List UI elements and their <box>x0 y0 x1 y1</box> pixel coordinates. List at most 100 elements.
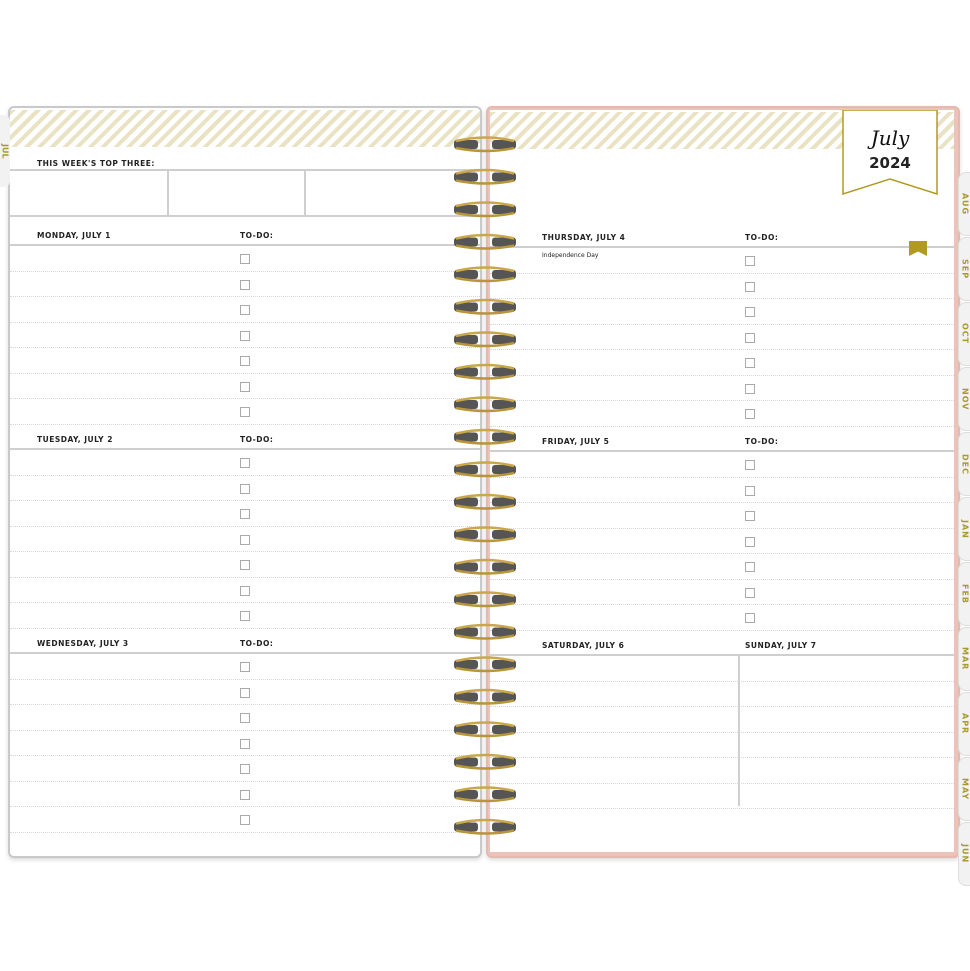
line-row[interactable] <box>490 325 954 350</box>
line-row[interactable] <box>490 605 954 631</box>
todo-checkbox[interactable] <box>745 511 755 521</box>
line-row[interactable] <box>10 450 480 476</box>
line-row[interactable] <box>490 452 954 478</box>
spiral-ring <box>454 331 516 348</box>
line-row[interactable] <box>490 733 954 758</box>
spiral-ring <box>454 753 516 770</box>
line-row[interactable] <box>490 503 954 529</box>
line-row[interactable] <box>10 297 480 323</box>
line-row[interactable] <box>10 705 480 731</box>
todo-checkbox[interactable] <box>240 815 250 825</box>
todo-checkbox[interactable] <box>240 789 250 800</box>
spiral-ring <box>454 623 516 640</box>
todo-checkbox[interactable] <box>240 687 250 698</box>
line-row[interactable] <box>10 807 480 833</box>
line-row[interactable] <box>490 401 954 427</box>
todo-checkbox[interactable] <box>745 536 755 547</box>
todo-checkbox[interactable] <box>745 358 755 368</box>
line-row[interactable] <box>490 554 954 580</box>
todo-checkbox[interactable] <box>240 764 250 774</box>
todo-checkbox[interactable] <box>240 509 250 519</box>
line-row[interactable] <box>490 529 954 554</box>
line-row[interactable] <box>490 580 954 605</box>
line-row[interactable] <box>10 246 480 272</box>
spiral-ring <box>454 233 516 250</box>
todo-checkbox[interactable] <box>745 460 755 470</box>
line-row[interactable] <box>10 476 480 501</box>
todo-checkbox[interactable] <box>745 613 755 623</box>
todo-checkbox[interactable] <box>745 485 755 496</box>
todo-checkbox[interactable] <box>240 611 250 621</box>
tab-jan[interactable]: JAN <box>958 497 970 561</box>
line-row[interactable] <box>490 350 954 376</box>
todo-checkbox[interactable] <box>240 662 250 672</box>
tab-jun[interactable]: JUN <box>958 822 970 886</box>
line-row[interactable] <box>10 348 480 374</box>
todo-checkbox[interactable] <box>240 534 250 545</box>
spiral-ring <box>454 591 516 608</box>
todo-checkbox[interactable] <box>745 307 755 317</box>
line-row[interactable] <box>490 758 954 784</box>
line-row[interactable] <box>490 682 954 707</box>
tab-label: AUG <box>960 192 970 215</box>
divider <box>10 169 480 171</box>
line-row[interactable] <box>10 680 480 705</box>
todo-checkbox[interactable] <box>745 587 755 598</box>
line-row[interactable] <box>490 274 954 299</box>
spiral-ring <box>454 363 516 380</box>
line-row[interactable] <box>10 654 480 680</box>
tab-dec[interactable]: DEC <box>958 432 970 496</box>
line-row[interactable] <box>10 272 480 297</box>
tab-may[interactable]: MAY <box>958 757 970 821</box>
line-row[interactable] <box>490 784 954 809</box>
todo-checkbox[interactable] <box>745 281 755 292</box>
line-row[interactable] <box>10 501 480 527</box>
todo-checkbox[interactable] <box>240 738 250 749</box>
spiral-ring <box>454 786 516 803</box>
line-row[interactable] <box>10 782 480 807</box>
todo-checkbox[interactable] <box>240 713 250 723</box>
todo-checkbox[interactable] <box>745 256 755 266</box>
day-label: SUNDAY, JULY 7 <box>745 641 817 650</box>
todo-checkbox[interactable] <box>240 458 250 468</box>
tab-sep[interactable]: SEP <box>958 237 970 301</box>
bookmark-icon <box>909 241 927 256</box>
line-row[interactable] <box>10 374 480 399</box>
tab-aug[interactable]: AUG <box>958 172 970 236</box>
todo-checkbox[interactable] <box>745 332 755 343</box>
line-row[interactable] <box>10 578 480 603</box>
divider <box>10 244 480 246</box>
todo-checkbox[interactable] <box>240 279 250 290</box>
tab-nov[interactable]: NOV <box>958 367 970 431</box>
tab-jul[interactable]: JUL <box>0 115 10 187</box>
todo-checkbox[interactable] <box>240 560 250 570</box>
todo-checkbox[interactable] <box>745 383 755 394</box>
todo-checkbox[interactable] <box>240 585 250 596</box>
line-row[interactable] <box>10 731 480 756</box>
line-row[interactable] <box>10 603 480 629</box>
line-row[interactable] <box>10 323 480 348</box>
line-row[interactable] <box>10 527 480 552</box>
tab-mar[interactable]: MAR <box>958 627 970 691</box>
todo-checkbox[interactable] <box>240 356 250 366</box>
todo-checkbox[interactable] <box>240 254 250 264</box>
line-row[interactable] <box>10 756 480 782</box>
line-row[interactable] <box>490 248 954 274</box>
line-row[interactable] <box>10 552 480 578</box>
line-row[interactable] <box>490 656 954 682</box>
line-row[interactable] <box>10 399 480 425</box>
line-row[interactable] <box>490 376 954 401</box>
todo-checkbox[interactable] <box>240 330 250 341</box>
tab-feb[interactable]: FEB <box>958 562 970 626</box>
todo-checkbox[interactable] <box>745 562 755 572</box>
tab-oct[interactable]: OCT <box>958 302 970 366</box>
line-row[interactable] <box>490 707 954 733</box>
line-row[interactable] <box>490 478 954 503</box>
todo-checkbox[interactable] <box>240 407 250 417</box>
tab-apr[interactable]: APR <box>958 692 970 756</box>
todo-checkbox[interactable] <box>240 305 250 315</box>
todo-checkbox[interactable] <box>240 483 250 494</box>
line-row[interactable] <box>490 299 954 325</box>
todo-checkbox[interactable] <box>240 381 250 392</box>
todo-checkbox[interactable] <box>745 409 755 419</box>
